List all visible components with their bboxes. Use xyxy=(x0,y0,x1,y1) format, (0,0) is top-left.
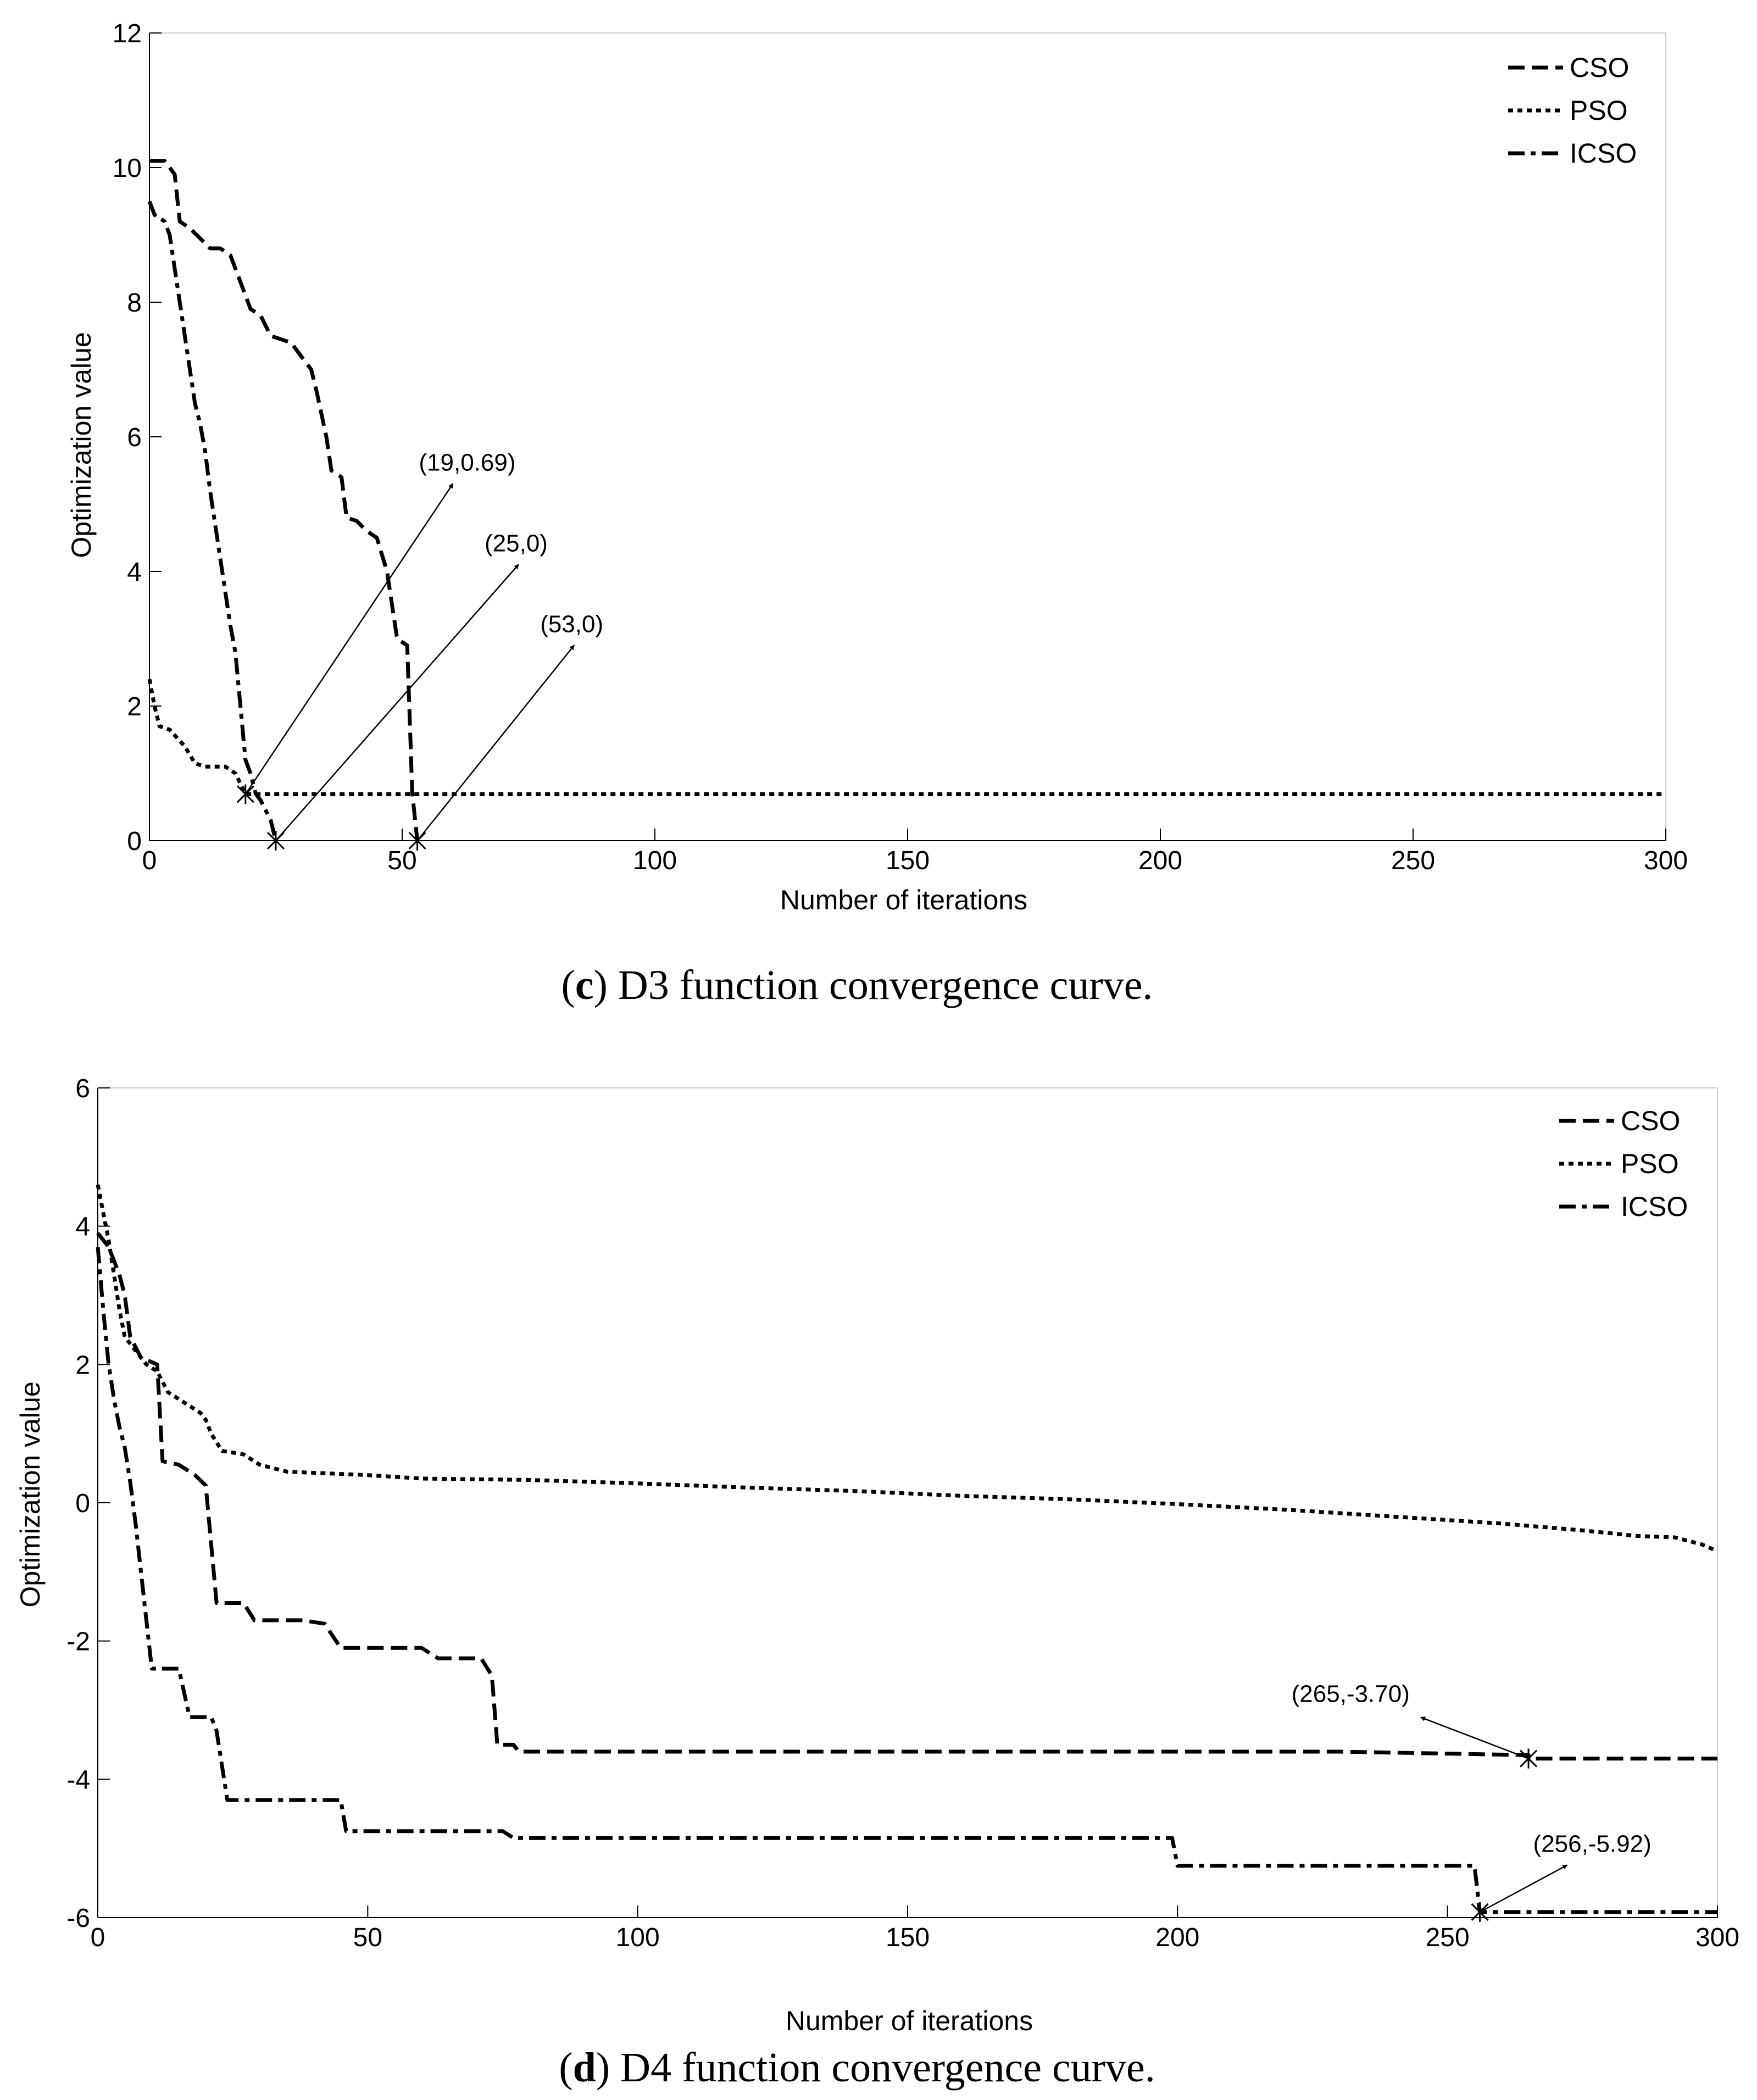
chart-d3-y-axis-label: Optimization value xyxy=(66,332,97,558)
chart-d3-x-axis-label: Number of iterations xyxy=(780,885,1027,915)
chart-d4-x-tick-label: 200 xyxy=(1155,1923,1199,1952)
chart-d3-annotation-label-1: (25,0) xyxy=(485,530,548,557)
chart-d3-annotation-arrow-0 xyxy=(244,483,454,795)
chart-d4-y-tick-label: 4 xyxy=(75,1213,90,1242)
chart-d4-annotation-arrow-1 xyxy=(1480,1864,1568,1913)
chart-d4-legend-label-cso: CSO xyxy=(1621,1105,1680,1136)
chart-d3-annotation-arrow-1 xyxy=(275,564,519,841)
chart-d4-annotation-label-1: (256,-5.92) xyxy=(1533,1830,1652,1857)
chart-d3-caption-open: ( xyxy=(561,962,575,1008)
chart-d4-y-tick-label: -6 xyxy=(66,1904,90,1933)
chart-d3-caption-text: ) D3 function convergence curve. xyxy=(594,962,1153,1008)
chart-d3-y-tick-label: 6 xyxy=(127,423,142,452)
chart-d3-series-cso-line xyxy=(149,159,420,841)
chart-d3-annotation-label-2: (53,0) xyxy=(540,610,603,637)
chart-d3-plot-area: 0 50 100 150 200 250 300 0 2 4 6 8 10 12 (19,0.69) (25,… xyxy=(113,19,1688,875)
chart-d4-series-cso-line xyxy=(96,1232,1717,1761)
chart-d4-y-tick-label: -2 xyxy=(66,1627,90,1657)
chart-d3-x-tick-label: 100 xyxy=(633,846,677,875)
chart-d3-y-tick-label: 12 xyxy=(113,19,142,48)
chart-d4-caption-open: ( xyxy=(559,2045,572,2091)
chart-d4-legend-label-pso: PSO xyxy=(1621,1148,1679,1179)
chart-d4-y-tick-label: 6 xyxy=(75,1074,90,1103)
chart-d3-x-tick-label: 150 xyxy=(886,846,930,875)
chart-d3-legend-label-icso: ICSO xyxy=(1570,138,1637,169)
chart-d3-annotation-arrow-2 xyxy=(416,645,575,841)
chart-d3-y-tick-label: 8 xyxy=(127,288,142,318)
chart-d4-caption: (d) D4 function convergence curve. xyxy=(559,2045,1155,2091)
chart-d4: 0 50 100 150 200 250 300 -6 -4 -2 0 2 4 6 (265,-3.70) (… xyxy=(15,1074,1739,2091)
chart-d4-plot-area: 0 50 100 150 200 250 300 -6 -4 -2 0 2 4 6 (265,-3.70) (… xyxy=(66,1074,1739,1952)
chart-d3-y-tick-label: 4 xyxy=(127,558,142,587)
chart-d4-x-tick-label: 150 xyxy=(886,1923,930,1952)
chart-d3-caption-letter: c xyxy=(575,962,594,1008)
chart-d3-caption: (c) D3 function convergence curve. xyxy=(561,962,1153,1008)
chart-d4-y-axis-label: Optimization value xyxy=(15,1381,46,1607)
chart-d3-x-tick-label: 250 xyxy=(1391,846,1435,875)
chart-d4-y-tick-label: 0 xyxy=(75,1489,90,1518)
chart-d4-x-axis-label: Number of iterations xyxy=(786,2005,1033,2036)
chart-d3-series-icso-line xyxy=(147,201,278,841)
chart-d4-caption-text: ) D4 function convergence curve. xyxy=(596,2045,1155,2091)
chart-d4-series-icso-line xyxy=(96,1247,1717,1914)
chart-d4-x-tick-label: 100 xyxy=(616,1923,660,1952)
chart-d3-x-tick-label: 50 xyxy=(387,846,416,875)
chart-d3-x-tick-label: 200 xyxy=(1138,846,1182,875)
chart-d3-y-tick-label: 0 xyxy=(127,827,142,856)
chart-d4-x-tick-label: 0 xyxy=(91,1923,105,1952)
chart-d4-annotation-label-0: (265,-3.70) xyxy=(1292,1680,1410,1707)
chart-d4-x-tick-label: 50 xyxy=(353,1923,382,1952)
chart-d4-caption-letter: d xyxy=(573,2045,596,2091)
chart-d3-y-tick-label: 2 xyxy=(127,692,142,721)
chart-d4-series-pso-line xyxy=(96,1184,1719,1553)
chart-d3-annotation-label-0: (19,0.69) xyxy=(419,449,515,476)
chart-d4-legend: CSO PSO ICSO xyxy=(1559,1105,1688,1222)
chart-d4-y-tick-label: 2 xyxy=(75,1351,90,1380)
chart-d4-legend-label-icso: ICSO xyxy=(1621,1191,1688,1222)
chart-d4-y-tick-label: -4 xyxy=(66,1765,90,1795)
chart-d3-x-tick-label: 0 xyxy=(142,846,157,875)
chart-d3-series-pso-line xyxy=(147,679,1666,796)
chart-d4-x-tick-label: 250 xyxy=(1426,1923,1470,1952)
chart-d3-legend-label-cso: CSO xyxy=(1570,52,1629,83)
chart-d3-legend-label-pso: PSO xyxy=(1570,95,1628,126)
chart-d3-y-tick-label: 10 xyxy=(113,154,142,183)
chart-d3: 0 50 100 150 200 250 300 0 2 4 6 8 10 12 (19,0.69) (25,… xyxy=(66,19,1688,1008)
chart-d3-legend: CSO PSO ICSO xyxy=(1508,52,1637,169)
chart-d4-annotation-arrow-0 xyxy=(1420,1716,1529,1759)
chart-d3-x-tick-label: 300 xyxy=(1644,846,1688,875)
chart-d4-x-tick-label: 300 xyxy=(1695,1923,1739,1952)
